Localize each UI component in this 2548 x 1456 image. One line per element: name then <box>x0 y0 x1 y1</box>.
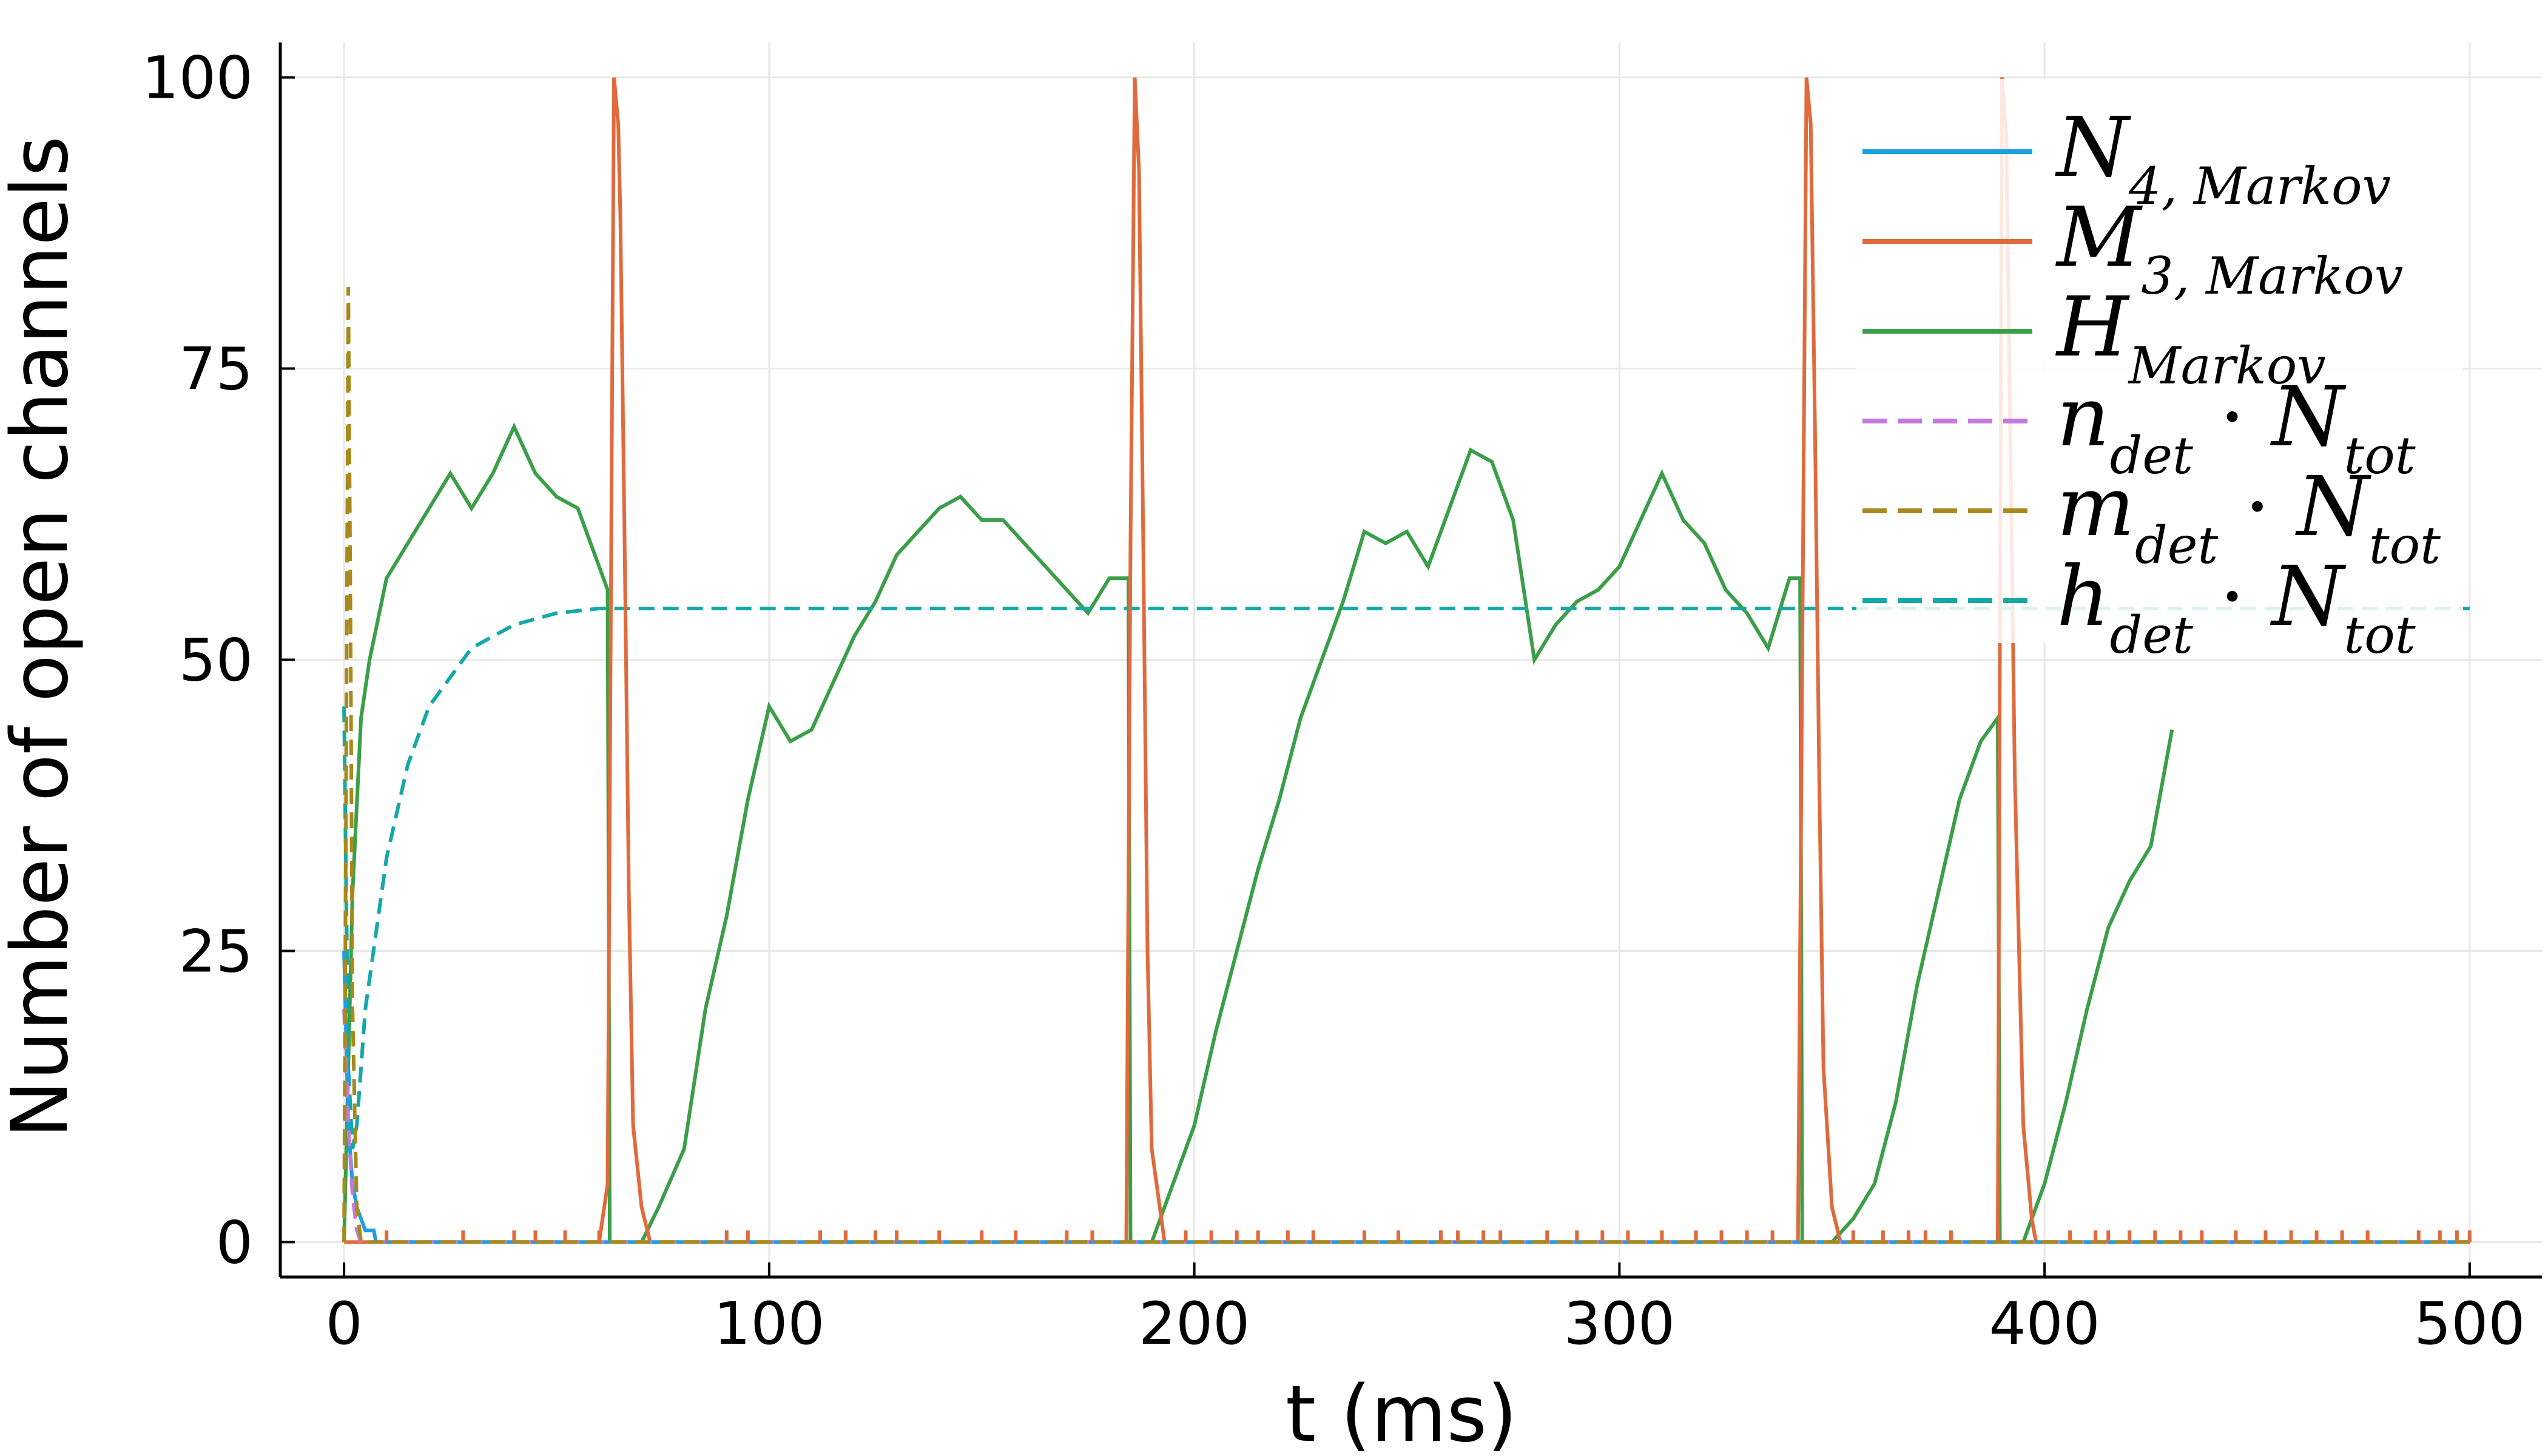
x-tick-label: 300 <box>1564 1290 1675 1358</box>
legend-label-h_det: hdet · Ntot <box>2057 549 2416 665</box>
x-axis-title: t (ms) <box>1286 1369 1517 1456</box>
x-tick-label: 0 <box>326 1290 363 1358</box>
y-axis-title: Number of open channels <box>0 136 86 1138</box>
series-line-n_det <box>342 1009 2470 1244</box>
y-tick-label: 25 <box>179 917 253 985</box>
x-tick-label: 100 <box>713 1290 824 1358</box>
y-tick-label: 100 <box>142 44 253 112</box>
legend-label-M3: M3, Markov <box>2055 190 2403 306</box>
series-layer <box>342 77 2472 1244</box>
legend-label-N4: N4, Markov <box>2055 100 2391 216</box>
legend-label-m_det: mdet · Ntot <box>2057 459 2441 575</box>
series-line-m_det <box>342 287 2470 1244</box>
y-tick-label: 50 <box>179 627 253 695</box>
legend-label-H: HMarkov <box>2055 280 2326 396</box>
series-line-h_det <box>342 607 2470 1150</box>
x-tick-label: 200 <box>1139 1290 1250 1358</box>
legend-label-n_det: ndet · Ntot <box>2057 369 2416 485</box>
legend-box <box>1856 79 2463 643</box>
y-tick-label: 75 <box>179 335 253 403</box>
axes: 0 100 200 300 400 500 0 25 50 75 100 <box>142 42 2542 1358</box>
series-line-M3 <box>344 77 2470 1244</box>
x-tick-label: 500 <box>2414 1290 2525 1358</box>
x-tick-label: 400 <box>1989 1290 2100 1358</box>
y-tick-label: 0 <box>216 1208 253 1276</box>
